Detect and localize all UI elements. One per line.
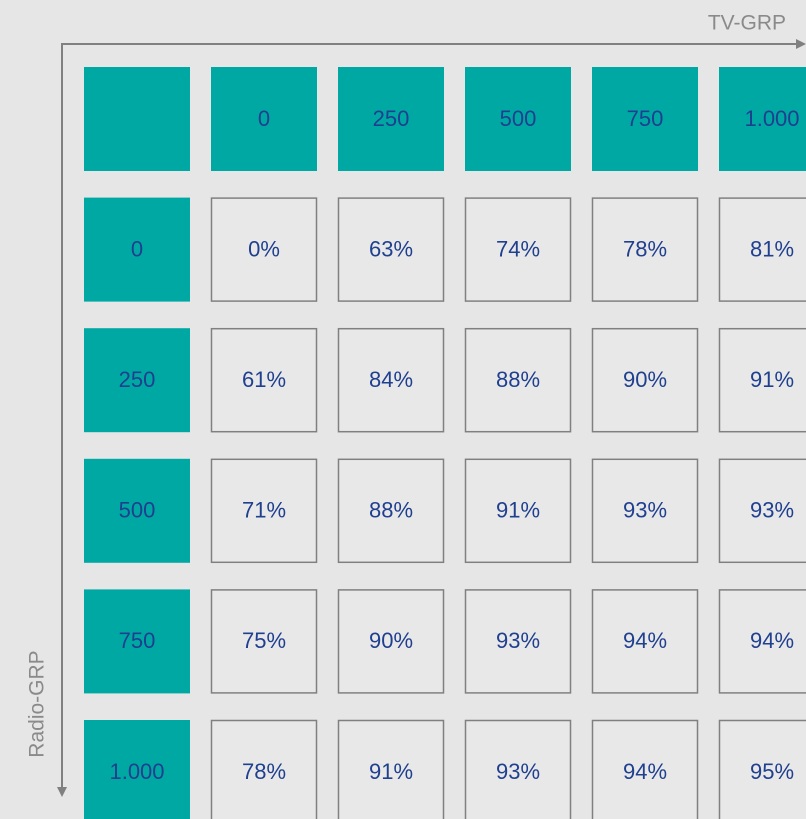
cell-box (464, 327, 572, 433)
cell-box (591, 458, 699, 564)
cell: 91% (496, 498, 540, 523)
cell: 63% (369, 236, 413, 261)
row-header: 500 (119, 498, 156, 523)
cell-box (464, 197, 572, 302)
column-header-box (211, 67, 317, 171)
cell: 93% (496, 759, 540, 784)
cell-box (718, 327, 806, 433)
corner-cell (84, 67, 190, 171)
cell: 91% (369, 759, 413, 784)
cell: 0% (248, 236, 280, 261)
cell-box (718, 197, 806, 302)
column-header-box (338, 67, 444, 171)
column-header: 0 (258, 106, 270, 131)
cell-box (591, 327, 699, 433)
cell: 90% (369, 628, 413, 653)
row-header: 0 (131, 236, 143, 261)
cell: 75% (242, 628, 286, 653)
cell: 93% (750, 498, 794, 523)
cell: 78% (242, 759, 286, 784)
cell: 88% (369, 498, 413, 523)
row-header: 250 (119, 367, 156, 392)
cell-box (464, 589, 572, 694)
cell-box (210, 458, 318, 564)
row-header-box (84, 458, 190, 563)
row-header: 750 (119, 628, 156, 653)
cell-box (210, 327, 318, 433)
column-header: 750 (627, 106, 664, 131)
cell-box (337, 197, 445, 302)
row-header-box (84, 328, 190, 433)
cell: 94% (750, 628, 794, 653)
cell: 94% (623, 628, 667, 653)
cell-box (591, 589, 699, 694)
cell-box (718, 458, 806, 564)
x-axis-label: TV-GRP (708, 12, 786, 35)
cell-box (718, 589, 806, 694)
column-header: 250 (373, 106, 410, 131)
x-axis-arrow (796, 39, 806, 49)
cell: 90% (623, 367, 667, 392)
cell: 95% (750, 759, 794, 784)
cell: 74% (496, 236, 540, 261)
cell: 84% (369, 367, 413, 392)
cell: 81% (750, 236, 794, 261)
cell-box (591, 197, 699, 302)
cell-box (210, 197, 318, 302)
cell: 71% (242, 498, 286, 523)
cell-box (210, 719, 318, 819)
row-header: 1.000 (109, 759, 164, 784)
cell: 94% (623, 759, 667, 784)
cell: 78% (623, 236, 667, 261)
cell-box (718, 719, 806, 819)
cell: 93% (623, 498, 667, 523)
row-header-box (84, 197, 190, 302)
column-header: 1.000 (744, 106, 799, 131)
cell-box (591, 719, 699, 819)
row-header-box (84, 720, 190, 819)
cell-box (337, 327, 445, 433)
row-header-box (84, 589, 190, 694)
cell-box (464, 719, 572, 819)
cell: 61% (242, 367, 286, 392)
column-header-box (465, 67, 571, 171)
cell-box (337, 719, 445, 819)
column-header-box (592, 67, 698, 171)
cell: 88% (496, 367, 540, 392)
column-header-box (719, 67, 806, 171)
cell: 91% (750, 367, 794, 392)
cell-box (210, 589, 318, 694)
cell: 93% (496, 628, 540, 653)
column-header: 500 (500, 106, 537, 131)
y-axis-label: Radio-GRP (26, 650, 49, 757)
cell-box (337, 589, 445, 694)
cell-box (337, 458, 445, 564)
y-axis-arrow (57, 787, 67, 797)
cell-box (464, 458, 572, 564)
